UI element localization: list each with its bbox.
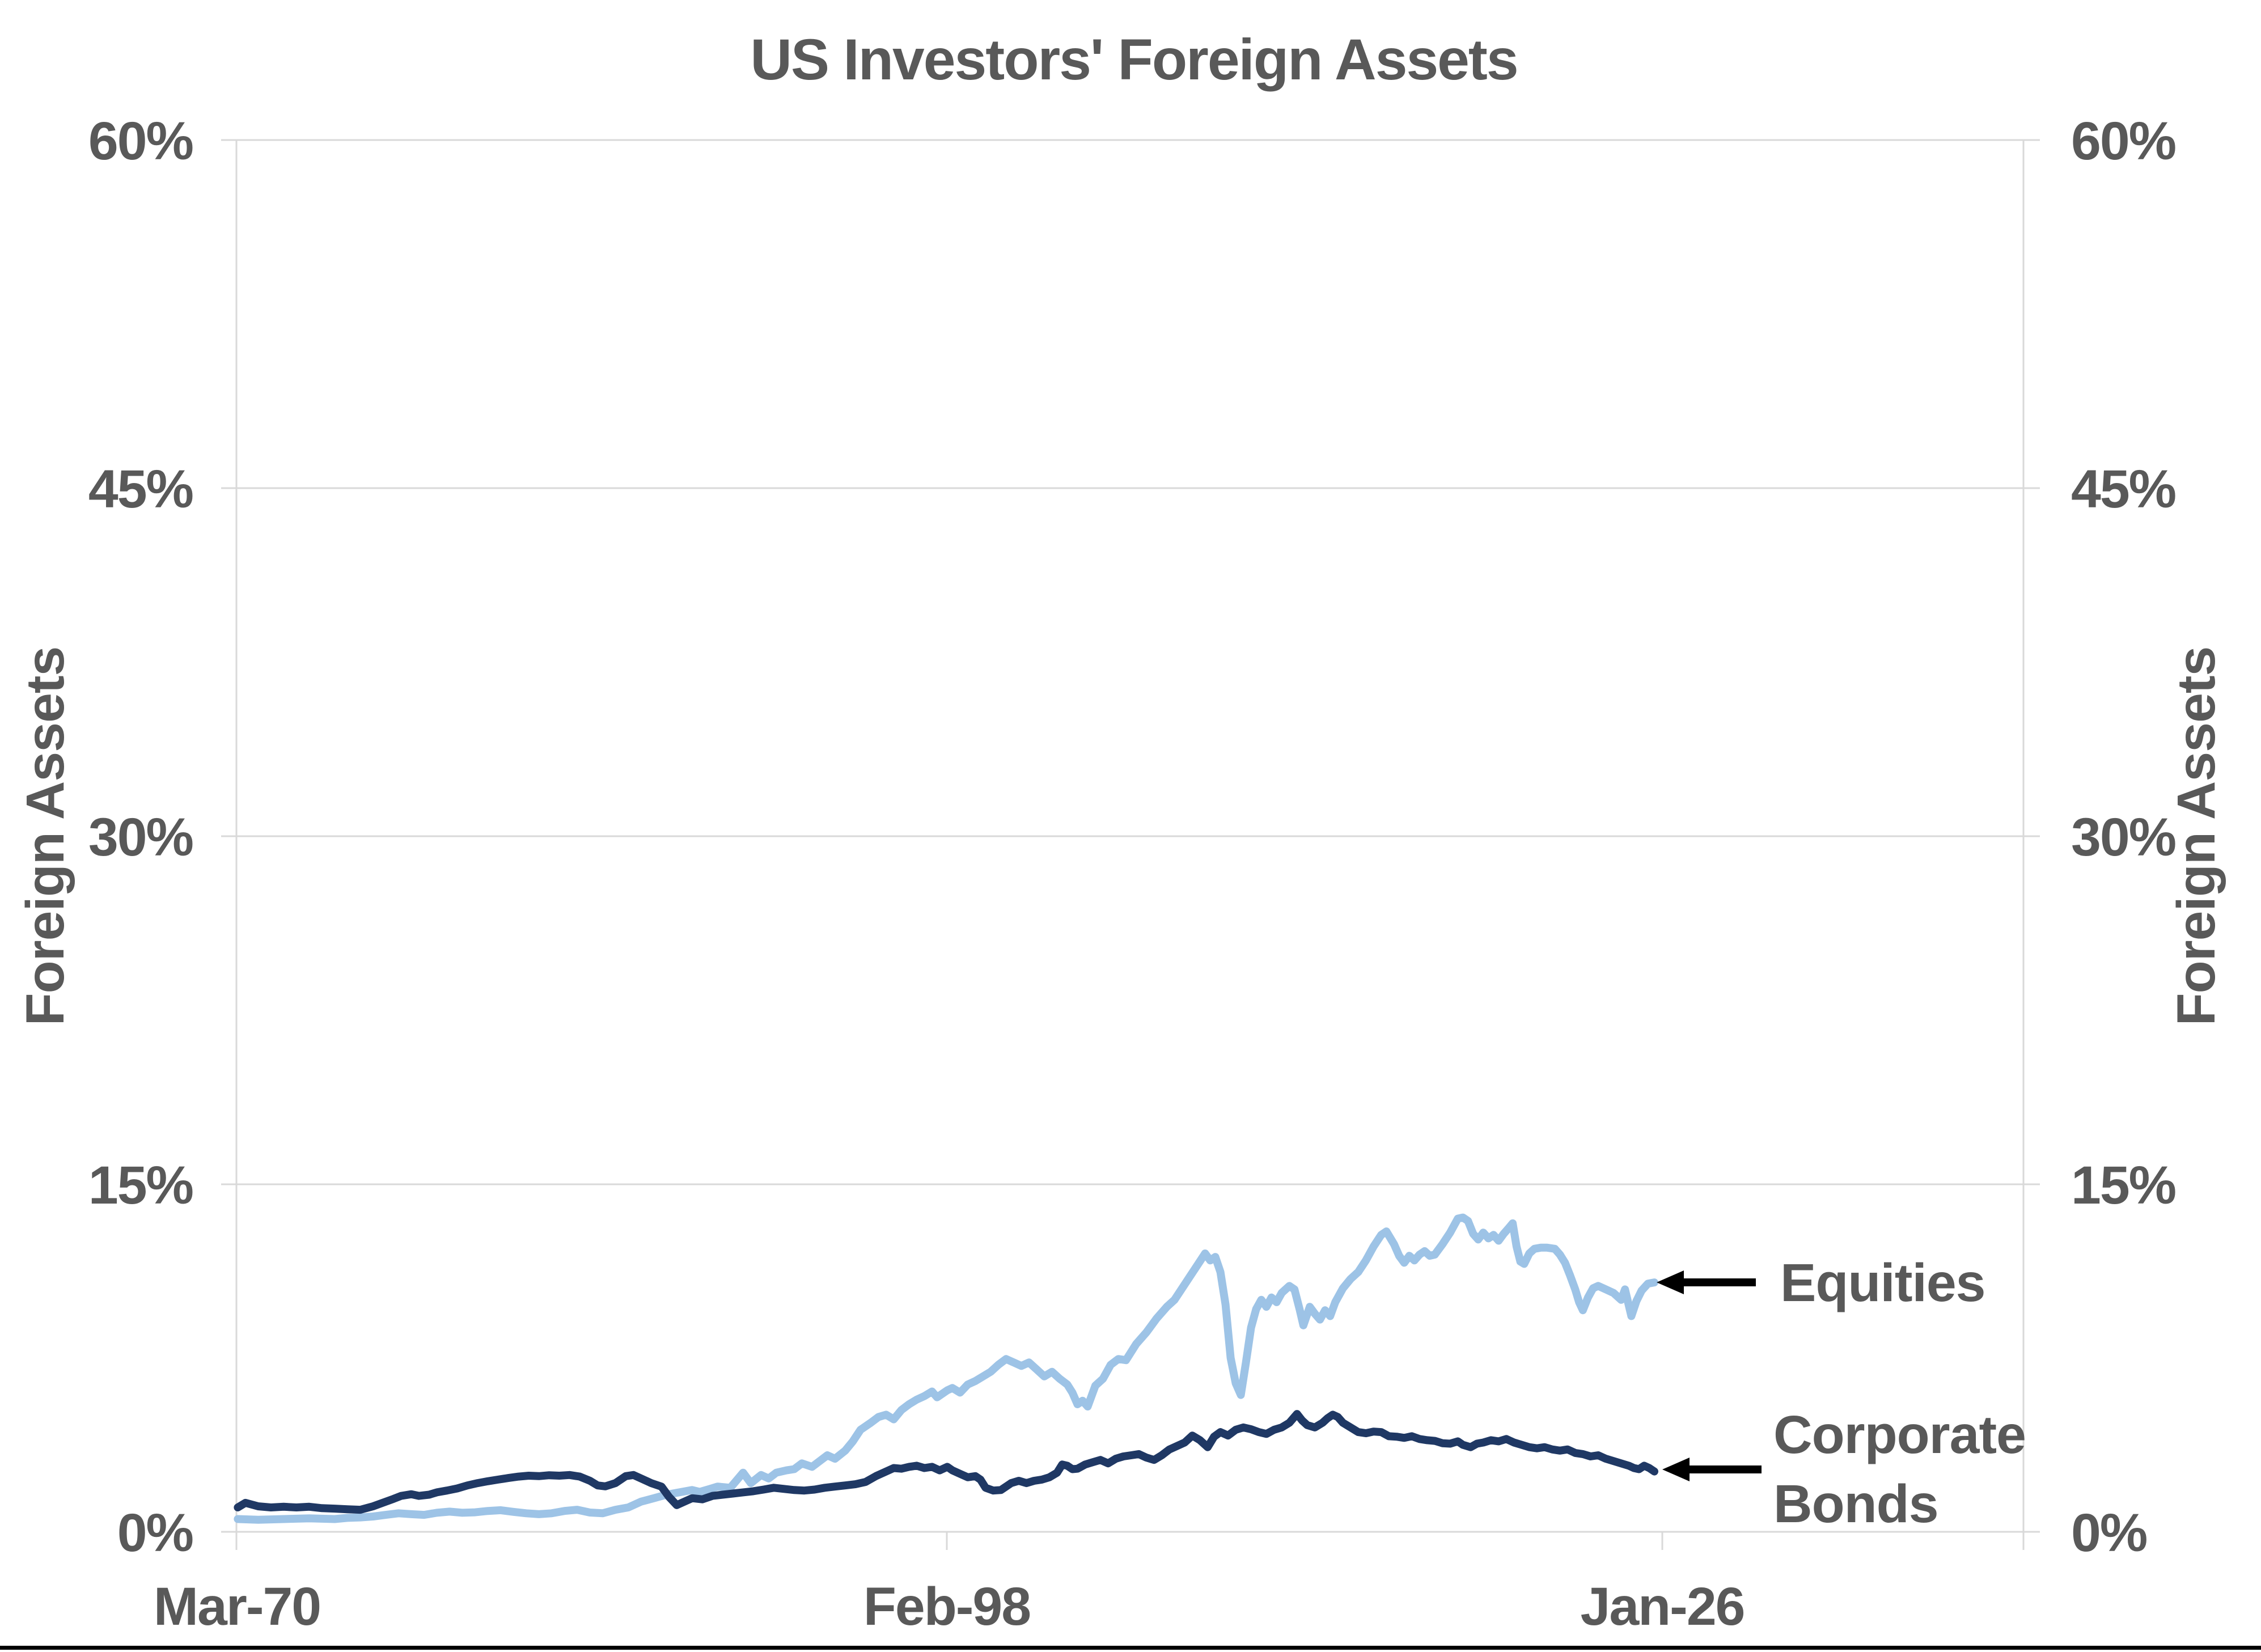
y-axis-title-left: Foreign Assets [15, 647, 75, 1026]
x-label-mar70: Mar-70 [154, 1577, 320, 1637]
y-axis-right-labels: 60% 45% 30% 15% 0% [2071, 111, 2177, 1563]
y-right-label-45: 45% [2071, 459, 2175, 519]
equities-arrow-icon [1657, 1270, 1756, 1294]
y-right-label-60: 60% [2071, 111, 2175, 171]
y-right-label-30: 30% [2071, 807, 2175, 867]
y-left-label-60: 60% [88, 111, 193, 171]
y-left-label-15: 15% [88, 1155, 193, 1215]
bottom-border-bar [0, 1646, 2261, 1650]
plot-series [234, 1213, 1658, 1524]
y-left-label-30: 30% [88, 807, 193, 867]
y-axis-left-labels: 60% 45% 30% 15% 0% [88, 111, 194, 1563]
y-left-label-0: 0% [117, 1503, 193, 1563]
gridlines [221, 139, 2040, 1550]
x-label-jan26: Jan-26 [1580, 1577, 1744, 1637]
y-right-label-15: 15% [2071, 1155, 2175, 1215]
y-right-label-0: 0% [2071, 1503, 2146, 1563]
x-axis-labels: Mar-70 Feb-98 Jan-26 [154, 1577, 1746, 1637]
corporate-bonds-arrow-icon [1662, 1458, 1762, 1481]
y-left-label-45: 45% [88, 459, 193, 519]
corporate-annotation-label-line2: Bonds [1773, 1474, 1938, 1534]
corporate-bonds-line [234, 1410, 1658, 1514]
y-axis-title-right: Foreign Assets [2166, 647, 2226, 1026]
corporate-annotation-label-line1: Corporate [1773, 1405, 2026, 1465]
chart-title: US Investors' Foreign Assets [750, 27, 1517, 92]
equities-annotation-label: Equities [1780, 1253, 1985, 1313]
x-label-feb98: Feb-98 [863, 1577, 1030, 1637]
equities-line [234, 1213, 1658, 1524]
